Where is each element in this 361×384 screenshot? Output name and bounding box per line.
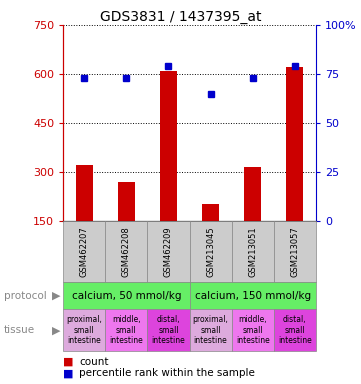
Text: ▶: ▶: [52, 291, 60, 301]
Text: calcium, 150 mmol/kg: calcium, 150 mmol/kg: [195, 291, 311, 301]
Text: percentile rank within the sample: percentile rank within the sample: [79, 368, 255, 378]
Text: count: count: [79, 357, 109, 367]
Text: GSM213057: GSM213057: [290, 226, 299, 277]
Bar: [244, 167, 261, 221]
Text: GSM462209: GSM462209: [164, 226, 173, 277]
Text: calcium, 50 mmol/kg: calcium, 50 mmol/kg: [71, 291, 181, 301]
Text: ■: ■: [63, 368, 74, 378]
Text: GSM213051: GSM213051: [248, 226, 257, 277]
Text: distal,
small
intestine: distal, small intestine: [278, 315, 312, 345]
Text: ■: ■: [63, 357, 74, 367]
Text: tissue: tissue: [4, 325, 35, 335]
Bar: [160, 71, 177, 221]
Text: GDS3831 / 1437395_at: GDS3831 / 1437395_at: [100, 10, 261, 23]
Text: distal,
small
intestine: distal, small intestine: [152, 315, 185, 345]
Bar: [76, 166, 93, 221]
Text: proximal,
small
intestine: proximal, small intestine: [193, 315, 229, 345]
Text: middle,
small
intestine: middle, small intestine: [236, 315, 270, 345]
Text: ▶: ▶: [52, 325, 60, 335]
Text: middle,
small
intestine: middle, small intestine: [109, 315, 143, 345]
Text: GSM462207: GSM462207: [80, 226, 89, 277]
Text: GSM462208: GSM462208: [122, 226, 131, 277]
Bar: [118, 182, 135, 221]
Text: GSM213045: GSM213045: [206, 226, 215, 277]
Text: proximal,
small
intestine: proximal, small intestine: [66, 315, 102, 345]
Bar: [202, 205, 219, 221]
Text: protocol: protocol: [4, 291, 46, 301]
Bar: [286, 68, 303, 221]
